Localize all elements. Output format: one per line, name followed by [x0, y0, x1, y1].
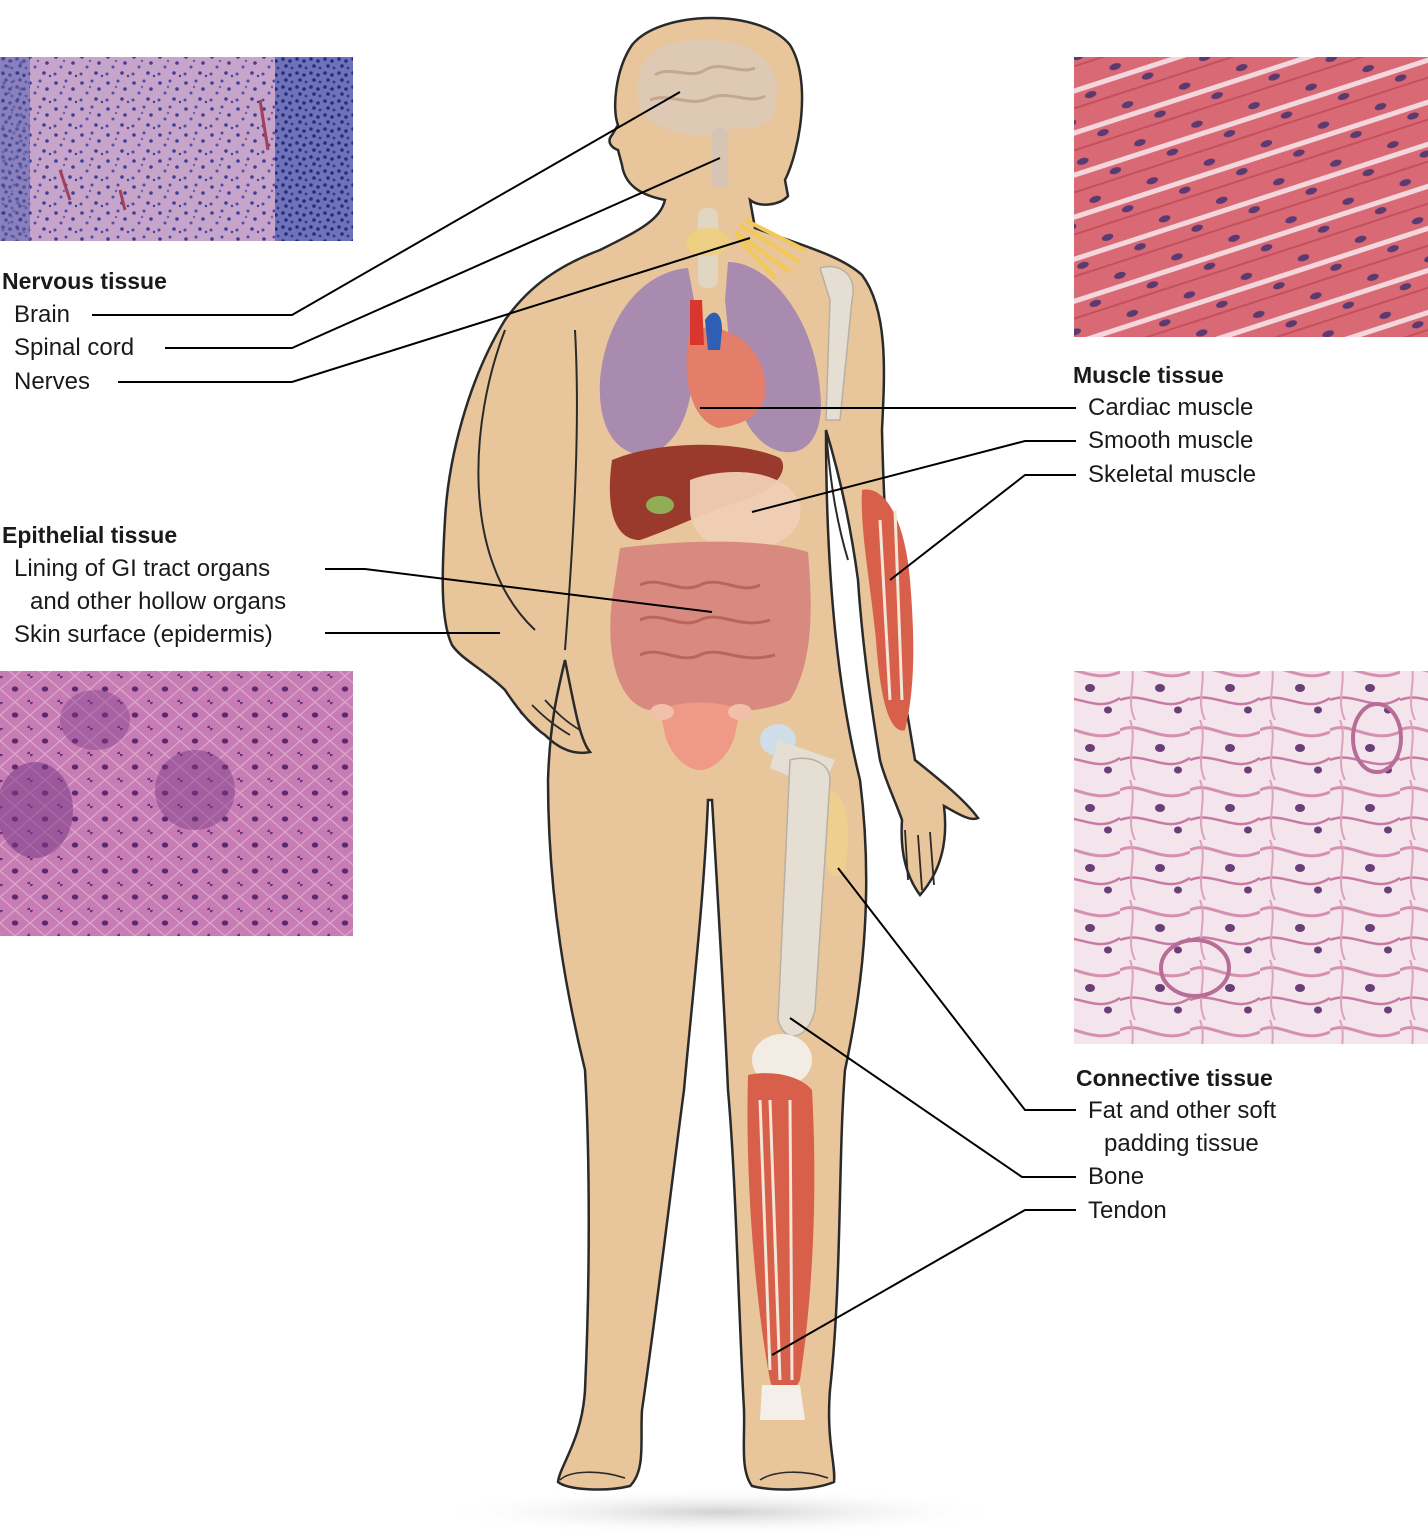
label-brain: Brain	[14, 300, 70, 330]
label-hollow-organs: and other hollow organs	[30, 587, 286, 617]
leader-skeletal-muscle	[890, 475, 1076, 580]
label-cardiac-muscle: Cardiac muscle	[1088, 393, 1253, 423]
connective-tissue-micrograph	[1074, 671, 1428, 1044]
leader-fat	[838, 868, 1076, 1110]
nervous-tissue-micrograph	[0, 57, 353, 241]
label-tendon: Tendon	[1088, 1196, 1167, 1226]
label-padding-tissue: padding tissue	[1104, 1129, 1259, 1159]
label-smooth-muscle: Smooth muscle	[1088, 426, 1253, 456]
label-spinal-cord: Spinal cord	[14, 333, 134, 363]
label-skeletal-muscle: Skeletal muscle	[1088, 460, 1256, 490]
label-gi-lining: Lining of GI tract organs	[14, 554, 270, 584]
label-skin-surface: Skin surface (epidermis)	[14, 620, 273, 650]
intestines-illustration	[610, 542, 810, 713]
cardiac-muscle-micrograph	[1074, 57, 1428, 337]
label-fat: Fat and other soft	[1088, 1096, 1276, 1126]
connective-tissue-heading: Connective tissue	[1076, 1063, 1273, 1093]
muscle-tissue-heading: Muscle tissue	[1073, 360, 1224, 390]
epithelial-tissue-micrograph	[0, 671, 353, 936]
nervous-tissue-heading: Nervous tissue	[2, 266, 167, 296]
label-nerves: Nerves	[14, 367, 90, 397]
ground-shadow	[430, 1488, 1010, 1536]
epithelial-tissue-heading: Epithelial tissue	[2, 520, 177, 550]
label-bone: Bone	[1088, 1162, 1144, 1192]
